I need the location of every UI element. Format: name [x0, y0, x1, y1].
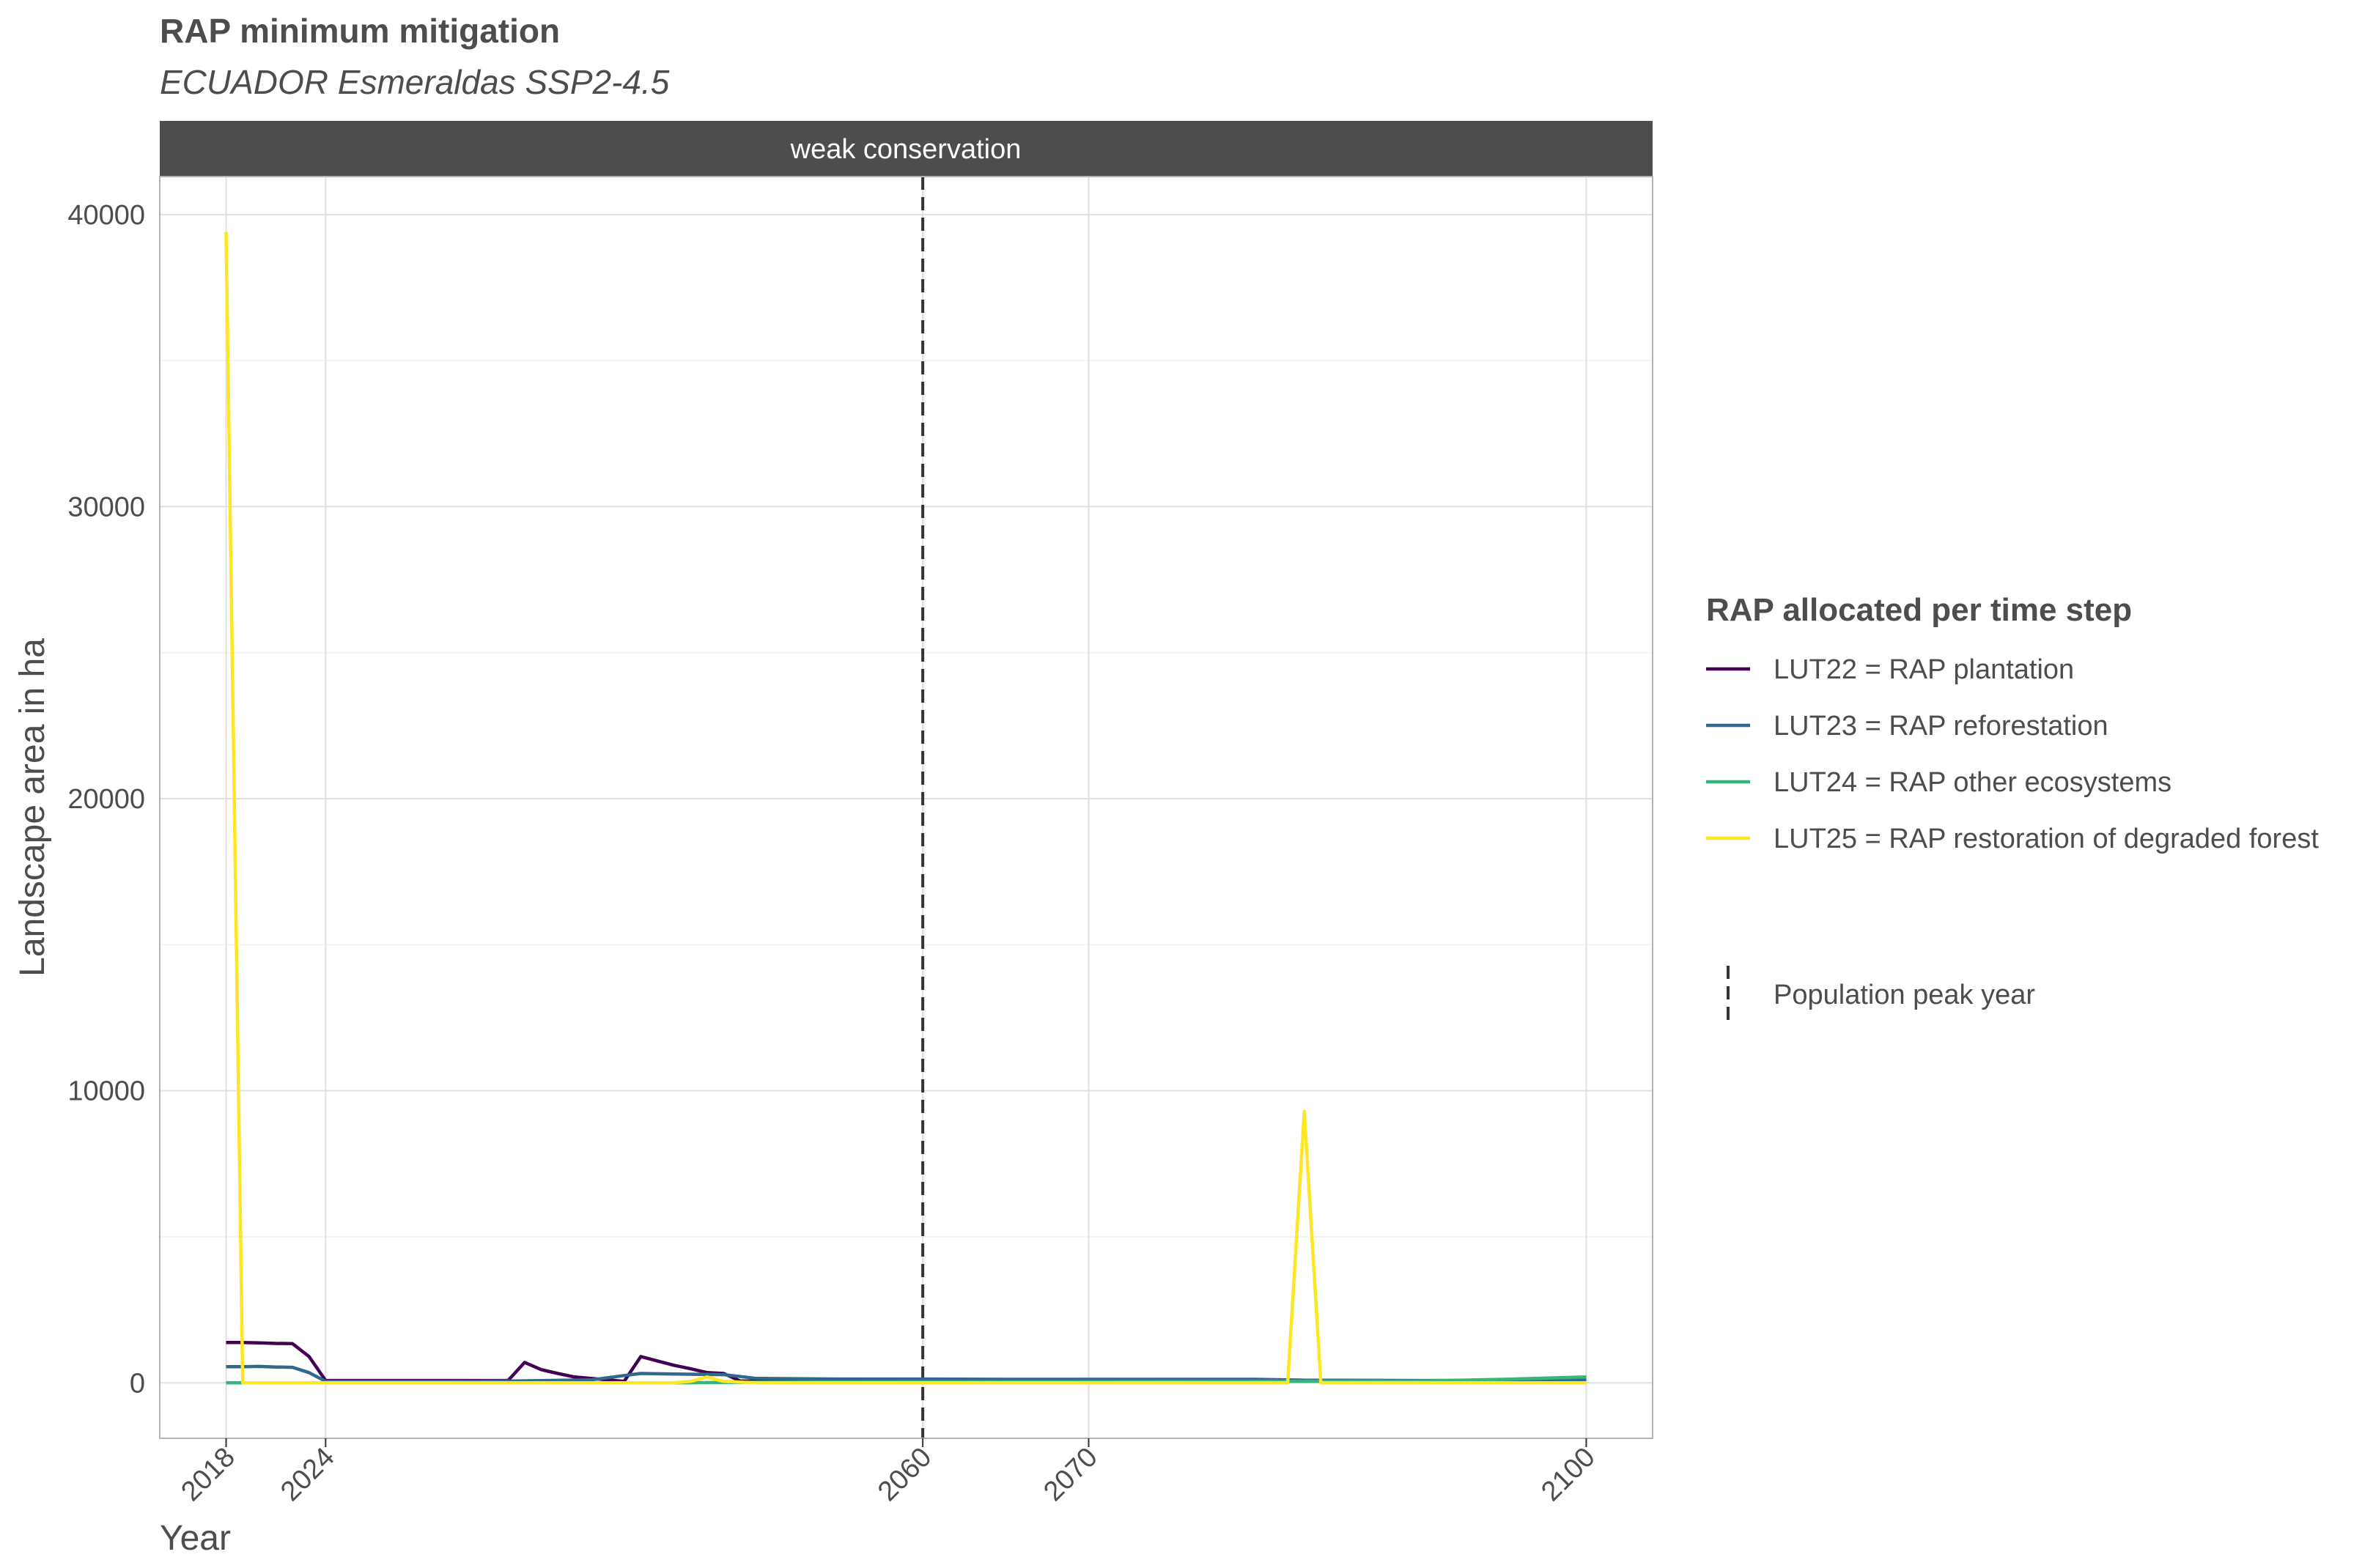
y-tick-label: 10000 — [67, 1076, 145, 1107]
y-tick-label: 30000 — [67, 492, 145, 522]
grid-lines — [160, 177, 1653, 1438]
x-axis-title: Year — [160, 1519, 231, 1558]
x-tick-label: 2060 — [872, 1442, 937, 1507]
chart-title: RAP minimum mitigation — [160, 12, 560, 50]
plot-panel — [160, 177, 1653, 1438]
facet-strip — [160, 121, 1653, 177]
chart-subtitle: ECUADOR Esmeraldas SSP2-4.5 — [160, 63, 670, 101]
y-tick-label: 20000 — [67, 784, 145, 815]
x-tick-label: 2100 — [1535, 1442, 1601, 1507]
x-tick-label: 2018 — [175, 1442, 240, 1507]
legend: LUT22 = RAP plantation LUT23 = RAP refore… — [1706, 654, 2319, 1024]
legend-label-1: LUT22 = RAP plantation — [1774, 654, 2074, 685]
series-line-2 — [226, 1364, 1587, 1383]
legend-label-2: LUT23 = RAP reforestation — [1774, 711, 2108, 742]
plot-panel-border — [159, 176, 1653, 1439]
legend-label-reference: Population peak year — [1774, 980, 2035, 1010]
x-axis-ticks: 2018 2024 2060 2070 2100 — [175, 1438, 1601, 1507]
y-tick-label: 40000 — [67, 200, 145, 231]
x-tick-label: 2024 — [275, 1442, 340, 1507]
series-line-4 — [224, 232, 1587, 1385]
y-axis-title: Landscape area in ha — [13, 638, 52, 977]
y-axis-ticks: 0 10000 20000 30000 40000 — [67, 200, 145, 1399]
series-layer — [224, 232, 1587, 1385]
facet-strip-label: weak conservation — [790, 134, 1022, 165]
x-tick-label: 2070 — [1038, 1442, 1103, 1507]
y-tick-label: 0 — [130, 1368, 145, 1399]
legend-title: RAP allocated per time step — [1706, 592, 2132, 628]
legend-label-3: LUT24 = RAP other ecosystems — [1774, 767, 2171, 798]
legend-label-4: LUT25 = RAP restoration of degraded fore… — [1774, 824, 2319, 854]
